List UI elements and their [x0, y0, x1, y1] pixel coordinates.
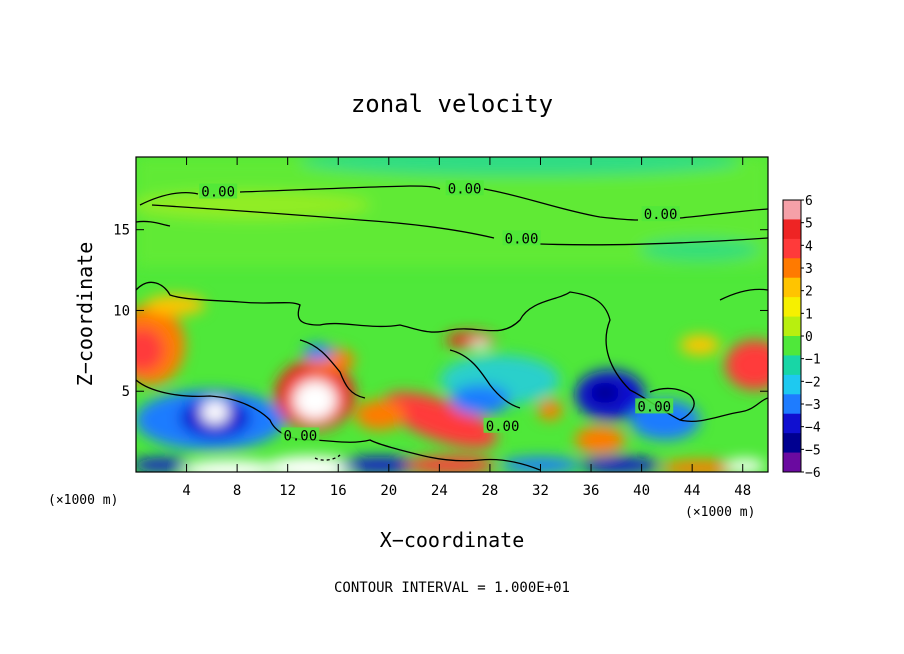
colorbar-swatch [783, 200, 801, 220]
contour-label-bg [281, 427, 320, 443]
colorbar-swatch [783, 219, 801, 240]
contour-interval-note: CONTOUR INTERVAL = 1.000E+01 [334, 580, 570, 596]
plot-frame [135, 156, 769, 473]
contour-label: 0.00 [283, 428, 317, 444]
contour-label: 0.00 [201, 185, 235, 201]
x-tick-label: 28 [481, 483, 498, 499]
colorbar-swatch [783, 316, 801, 337]
colorbar-label: 6 [805, 194, 813, 209]
contour-label-bg [641, 206, 680, 222]
contour-labels: 0.00 0.00 0.00 0.00 0.00 0.00 0.00 [199, 180, 680, 444]
colorbar-label: −1 [805, 353, 821, 368]
colorbar-swatch [783, 297, 801, 318]
colorbar-labels: 6 5 4 3 2 1 0 −1 −2 −3 −4 −5 −6 [801, 194, 821, 481]
y-tick-marks [136, 229, 768, 392]
y-tick-labels: 5 10 15 [113, 223, 130, 401]
colorbar-swatch [783, 433, 801, 454]
y-tick-label: 5 [122, 384, 130, 400]
x-tick-marks [186, 157, 744, 472]
colorbar-swatch [783, 277, 801, 298]
contour-label: 0.00 [644, 207, 678, 223]
x-tick-label: 4 [182, 483, 190, 499]
x-tick-label: 40 [633, 483, 650, 499]
y-tick-label: 10 [113, 303, 130, 319]
x-tick-labels: 4 8 12 16 20 24 28 32 36 40 44 48 [182, 483, 751, 499]
colorbar-swatch [783, 336, 801, 356]
y-tick-label: 15 [113, 223, 130, 239]
y-axis-label: Z−coordinate [73, 242, 97, 387]
colorbar-swatch [783, 374, 801, 395]
x-tick-label: 24 [431, 483, 448, 499]
contour-label-bg [199, 183, 238, 199]
colorbar-label: −4 [805, 421, 821, 436]
x-unit-right: (×1000 m) [685, 505, 755, 520]
contour-label: 0.00 [486, 419, 520, 435]
contour-label-bg [635, 398, 674, 414]
colorbar-label: −5 [805, 443, 821, 458]
x-tick-label: 44 [684, 483, 701, 499]
colorbar-swatch [783, 394, 801, 415]
colorbar-label: 2 [805, 285, 813, 300]
colorbar-label: 4 [805, 239, 813, 254]
colorbar-label: 5 [805, 217, 813, 232]
contour-label-bg [483, 417, 522, 433]
x-tick-label: 20 [380, 483, 397, 499]
x-tick-label: 12 [279, 483, 296, 499]
colorbar-label: 0 [805, 330, 813, 345]
x-tick-label: 8 [233, 483, 241, 499]
x-unit-left: (×1000 m) [48, 493, 118, 508]
colorbar-label: 1 [805, 307, 813, 322]
contour-label-bg [445, 180, 484, 196]
x-axis-label: X−coordinate [380, 528, 525, 552]
x-tick-label: 36 [583, 483, 600, 499]
contour-label-bg [502, 230, 541, 246]
x-tick-label: 16 [330, 483, 347, 499]
colorbar-swatch [783, 355, 801, 376]
colorbar-swatch [783, 413, 801, 434]
colorbar-swatch [783, 238, 801, 259]
colorbar [782, 199, 802, 473]
colorbar-label: −2 [805, 375, 821, 390]
contour-label: 0.00 [637, 399, 671, 415]
x-tick-label: 32 [532, 483, 549, 499]
colorbar-swatch [783, 452, 801, 473]
colorbar-swatch [783, 258, 801, 279]
colorbar-label: −3 [805, 398, 821, 413]
contour-label: 0.00 [505, 231, 539, 247]
colorbar-label: 3 [805, 262, 813, 277]
chart-title: zonal velocity [351, 90, 553, 118]
colorbar-label: −6 [805, 466, 821, 481]
x-tick-label: 48 [734, 483, 751, 499]
contour-label: 0.00 [448, 181, 482, 197]
